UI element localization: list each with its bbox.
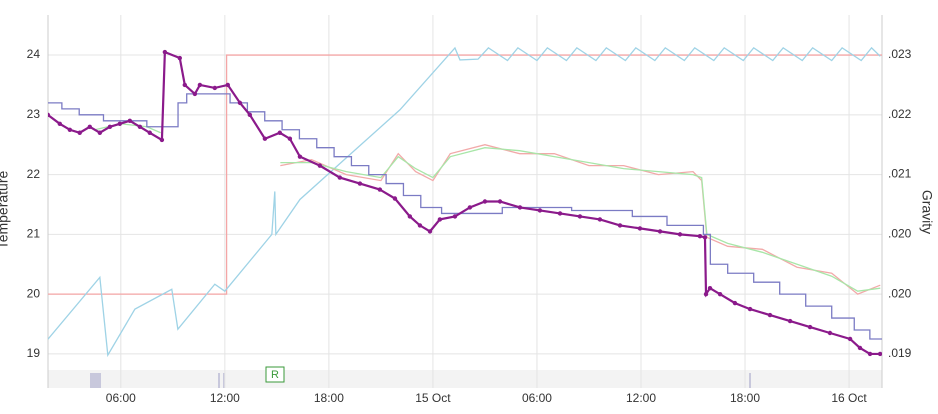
data-point — [452, 214, 458, 219]
data-point — [437, 217, 443, 222]
data-point — [225, 82, 231, 88]
y2-tick-label: .020 — [888, 227, 912, 241]
event-marker — [749, 373, 751, 388]
y-tick-label: 21 — [27, 227, 41, 241]
data-point — [192, 91, 198, 97]
data-point — [117, 121, 122, 126]
data-point — [767, 312, 773, 318]
x-tick-label: 06:00 — [106, 391, 136, 405]
data-point — [702, 235, 708, 240]
data-point — [677, 232, 683, 237]
data-point — [237, 100, 243, 106]
data-point — [867, 351, 873, 357]
data-point — [577, 214, 583, 219]
data-point — [159, 137, 165, 143]
y2-axis-label: Gravity — [919, 190, 935, 234]
data-point — [147, 130, 152, 135]
y2-tick-label: .021 — [888, 167, 912, 181]
data-point — [287, 136, 293, 141]
data-point — [747, 306, 753, 312]
data-point — [637, 226, 643, 231]
plot-area — [48, 46, 882, 358]
data-point — [57, 121, 62, 126]
data-point — [392, 196, 398, 201]
data-point — [297, 154, 303, 159]
data-point — [703, 291, 709, 297]
data-point — [97, 130, 103, 135]
data-point — [827, 330, 833, 336]
data-point — [317, 163, 323, 168]
series-line — [48, 54, 882, 295]
y-tick-label: 20 — [27, 286, 41, 300]
data-point — [377, 187, 383, 192]
x-tick-label: 15 Oct — [415, 391, 451, 405]
data-point — [787, 318, 793, 324]
data-point — [48, 112, 51, 118]
data-point — [732, 300, 738, 306]
data-point — [162, 49, 168, 55]
data-point — [127, 118, 133, 124]
x-tick-label: 18:00 — [730, 391, 760, 405]
event-strip — [48, 370, 882, 388]
y-tick-label: 23 — [27, 107, 41, 121]
data-point — [427, 229, 433, 234]
event-marker — [218, 373, 220, 388]
series-line — [48, 93, 882, 340]
x-tick-label: 12:00 — [626, 391, 656, 405]
data-point — [357, 181, 363, 186]
data-point — [697, 233, 703, 239]
data-point — [877, 351, 882, 357]
data-point — [537, 208, 543, 213]
data-point — [707, 285, 713, 291]
data-point — [617, 223, 623, 228]
data-point — [107, 124, 113, 129]
data-point — [247, 112, 253, 118]
y-tick-label: 24 — [27, 47, 41, 61]
y2-tick-label: .020 — [888, 286, 912, 300]
data-point — [807, 324, 813, 330]
data-point — [407, 214, 413, 219]
event-marker — [223, 373, 225, 388]
x-tick-label: 06:00 — [522, 391, 552, 405]
data-point — [597, 217, 603, 222]
y-tick-label: 22 — [27, 167, 41, 181]
data-point — [657, 229, 663, 234]
data-point — [482, 199, 488, 204]
data-point — [467, 205, 473, 210]
data-point — [337, 175, 343, 180]
y-axis-label: Temperature — [0, 170, 11, 249]
data-point — [717, 291, 723, 297]
series-line — [48, 46, 881, 358]
data-point — [557, 211, 563, 216]
annotation: R — [271, 369, 279, 381]
data-point — [67, 127, 73, 132]
data-point — [497, 199, 503, 204]
data-point — [857, 345, 863, 351]
data-point — [277, 130, 283, 135]
data-point — [847, 336, 853, 342]
y-tick-label: 19 — [27, 346, 41, 360]
series-line — [280, 147, 881, 292]
data-point — [137, 124, 143, 129]
x-tick-label: 12:00 — [210, 391, 240, 405]
data-point — [177, 55, 182, 61]
y2-tick-label: .022 — [888, 107, 912, 121]
data-point — [197, 82, 203, 88]
data-point — [262, 136, 268, 141]
series-line — [280, 144, 881, 295]
data-point — [182, 82, 188, 88]
y2-tick-label: .023 — [888, 47, 912, 61]
data-point — [87, 124, 92, 129]
annotation-box — [265, 366, 285, 383]
x-tick-label: 18:00 — [314, 391, 344, 405]
y2-tick-label: .019 — [888, 346, 912, 360]
data-point — [417, 223, 423, 228]
data-point — [77, 130, 82, 135]
data-point — [212, 85, 217, 91]
event-marker — [90, 373, 101, 388]
x-tick-label: 16 Oct — [831, 391, 867, 405]
series-line — [48, 50, 881, 356]
data-point — [517, 205, 523, 210]
